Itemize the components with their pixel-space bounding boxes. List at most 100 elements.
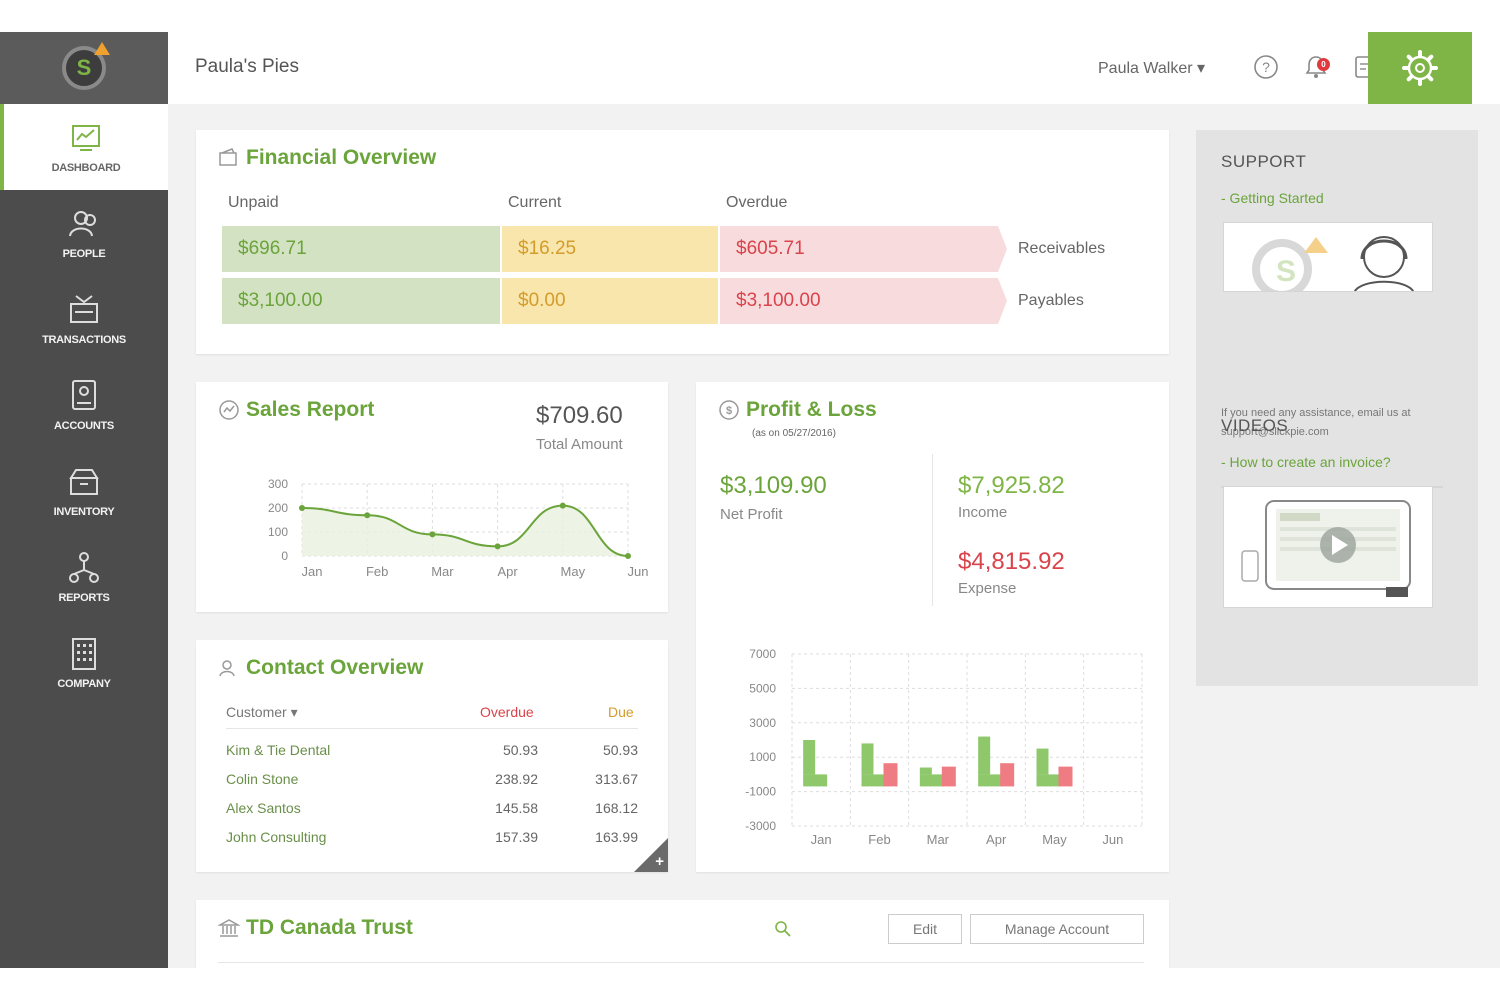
contact-row[interactable]: John Consulting 157.39 163.99 (226, 823, 638, 852)
payables-overdue[interactable]: $3,100.00 (720, 278, 998, 324)
y-tick-label: 300 (268, 477, 288, 491)
sidebar-item-label: INVENTORY (53, 506, 115, 518)
sales-area-fill (302, 505, 628, 556)
sidebar-item-inventory[interactable]: INVENTORY (0, 448, 168, 534)
search-icon[interactable] (774, 920, 792, 943)
x-tick-label: Feb (868, 832, 890, 847)
contact-row[interactable]: Colin Stone 238.92 313.67 (226, 765, 638, 794)
logo-area[interactable]: S (0, 32, 168, 104)
profit-loss-bar-chart: 7000 5000 3000 1000 -1000 -3000 Jan Feb Mar Apr Ma… (745, 647, 1143, 847)
x-tick-label: Jan (811, 832, 832, 847)
income-bar-base (978, 774, 1003, 787)
sales-point (494, 543, 501, 550)
y-tick-label: 200 (268, 501, 288, 515)
contact-due: 50.93 (602, 742, 638, 758)
payables-unpaid[interactable]: $3,100.00 (222, 278, 500, 324)
receivables-unpaid[interactable]: $696.71 (222, 226, 500, 272)
contact-name[interactable]: Kim & Tie Dental (226, 742, 331, 758)
card-title-text: Financial Overview (246, 146, 437, 169)
support-image[interactable]: S (1223, 222, 1433, 292)
contact-name[interactable]: Alex Santos (226, 800, 301, 816)
sidebar-item-company[interactable]: COMPANY (0, 620, 168, 706)
x-tick-label: May (561, 564, 586, 579)
help-icon[interactable]: ? (1252, 52, 1280, 82)
y-tick-label: 3000 (749, 716, 776, 730)
contact-overdue: 157.39 (495, 829, 538, 845)
sidebar-item-transactions[interactable]: TRANSACTIONS (0, 276, 168, 362)
svg-text:$: $ (726, 405, 732, 417)
sales-point (625, 553, 631, 559)
getting-started-link[interactable]: - Getting Started (1221, 190, 1324, 206)
company-name: Paula's Pies (195, 56, 299, 77)
expense-bar (1058, 766, 1073, 787)
bank-divider (218, 962, 1144, 963)
sales-total-amount: $709.60 (536, 402, 623, 429)
income-value: $7,925.82 (958, 472, 1065, 499)
svg-text:?: ? (1262, 59, 1270, 75)
notification-icon[interactable]: 0 (1302, 52, 1330, 82)
expense-bar (1000, 763, 1015, 787)
pl-divider (932, 454, 933, 606)
bank-account-card: TD Canada Trust Edit Manage Account (196, 900, 1169, 968)
receivables-label: Receivables (1018, 240, 1106, 257)
card-title-text: Contact Overview (246, 656, 424, 679)
app-window: S DASHBOARD PEOPLE TRANSACTIONS ACCOUNTS INV… (0, 32, 1500, 968)
y-tick-label: 100 (268, 525, 288, 539)
sidebar-item-label: DASHBOARD (51, 162, 121, 174)
dollar-icon: $ (719, 400, 739, 420)
receivables-current[interactable]: $16.25 (502, 226, 718, 272)
contact-due: 163.99 (595, 829, 638, 845)
contact-row[interactable]: Alex Santos 145.58 168.12 (226, 794, 638, 823)
expense-value: $4,815.92 (958, 548, 1065, 575)
contact-name[interactable]: Colin Stone (226, 771, 299, 787)
sidebar-item-label: ACCOUNTS (54, 420, 114, 432)
column-header-overdue: Overdue (726, 194, 788, 211)
video-thumbnail[interactable] (1223, 486, 1433, 608)
video-play-image (1241, 500, 1411, 597)
x-tick-label: Jun (628, 564, 649, 579)
settings-button[interactable] (1368, 32, 1472, 104)
sidebar-item-accounts[interactable]: ACCOUNTS (0, 362, 168, 448)
dashboard-chart-icon (72, 125, 100, 151)
income-bar-base (861, 774, 886, 787)
sidebar-item-people[interactable]: PEOPLE (0, 190, 168, 276)
header-divider (226, 728, 638, 729)
contact-row[interactable]: Kim & Tie Dental 50.93 50.93 (226, 736, 638, 765)
sidebar-nav: DASHBOARD PEOPLE TRANSACTIONS ACCOUNTS INVEN… (0, 104, 168, 706)
financial-overview-card: Financial Overview Unpaid Current Overdu… (196, 130, 1169, 354)
video-link[interactable]: - How to create an invoice? (1221, 454, 1391, 470)
income-bar-base (919, 774, 944, 787)
sidebar-item-dashboard[interactable]: DASHBOARD (0, 104, 168, 190)
y-tick-label: 7000 (749, 647, 776, 661)
sales-line-chart: 0 100 200 300 Jan Feb Mar Apr May Jun (268, 477, 649, 579)
support-heading: SUPPORT (1221, 152, 1307, 171)
support-note: If you need any assistance, email us at … (1221, 407, 1411, 438)
x-tick-label: Feb (366, 564, 388, 579)
sales-point (299, 505, 305, 511)
manage-account-button[interactable]: Manage Account (970, 914, 1144, 944)
card-title-text: Profit & Loss (746, 398, 877, 421)
support-panel: SUPPORT - Getting Started S If you need … (1196, 130, 1478, 686)
bank-title: TD Canada Trust (218, 916, 413, 940)
sales-point (559, 502, 566, 509)
sidebar: S DASHBOARD PEOPLE TRANSACTIONS ACCOUNTS INV… (0, 32, 168, 968)
accounts-icon (72, 380, 96, 410)
profit-loss-card: $ Profit & Loss (as on 05/27/2016) $3,10… (696, 382, 1169, 872)
add-contact-button[interactable] (634, 838, 668, 872)
payables-current[interactable]: $0.00 (502, 278, 718, 324)
user-menu[interactable]: Paula Walker ▾ (1098, 60, 1206, 77)
support-agent-image: S (1252, 236, 1414, 291)
y-tick-label: 0 (281, 549, 288, 563)
sales-report-card: Sales Report $709.60 Total Amount 0 100 20… (196, 382, 668, 612)
reports-icon (69, 552, 99, 583)
edit-button[interactable]: Edit (888, 914, 962, 944)
customer-column-header[interactable]: Customer ▾ (226, 704, 298, 720)
sidebar-item-reports[interactable]: REPORTS (0, 534, 168, 620)
contact-name[interactable]: John Consulting (226, 829, 327, 845)
x-tick-label: Jan (302, 564, 323, 579)
card-title-text: Sales Report (246, 398, 375, 421)
income-bar (978, 736, 991, 775)
sidebar-item-label: REPORTS (58, 592, 110, 604)
receivables-overdue[interactable]: $605.71 (720, 226, 998, 272)
company-icon (72, 638, 96, 670)
